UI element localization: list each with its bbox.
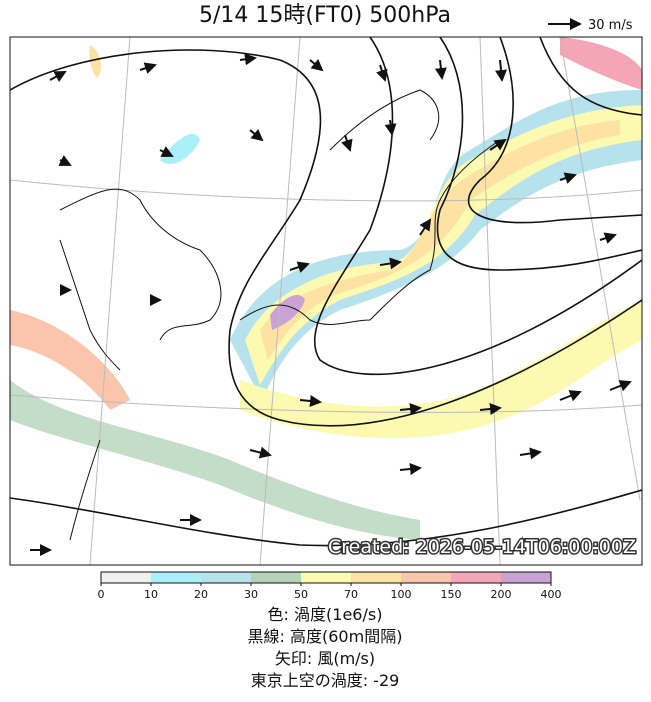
note: 矢印: 風(m/s) [275,649,375,668]
map-frame [9,36,643,566]
colorbar-tick-label: 150 [441,588,462,601]
colorbar: 0 10 20 30 50 70 100 150 200 400 [98,571,562,601]
colorbar-frame [100,571,552,584]
ref-arrow-label: 30 m/s [588,18,633,33]
colorbar-tick-label: 10 [144,588,158,601]
colorbar-tick-label: 200 [491,588,512,601]
note: 黒線: 高度(60m間隔) [248,627,403,646]
colorbar-tick-label: 50 [294,588,308,601]
colorbar-segment [501,572,551,583]
colorbar-tick-label: 70 [344,588,358,601]
note: 東京上空の渦度: -29 [251,671,400,690]
colorbar-segment [301,572,351,583]
colorbar-segment [101,572,151,583]
colorbar-tick-label: 30 [244,588,258,601]
colorbar-tick-label: 20 [194,588,208,601]
colorbar-tick-label: 400 [541,588,562,601]
created-stamp: Created: 2026-05-14T06:00:00Z [328,536,636,558]
title: 5/14 15時(FT0) 500hPa [199,3,451,28]
colorbar-segment [351,572,401,583]
colorbar-segment [251,572,301,583]
colorbar-tick-label: 100 [391,588,412,601]
colorbar-segment [201,572,251,583]
colorbar-segment [451,572,501,583]
colorbar-tick-label: 0 [98,588,105,601]
notes: 色: 渦度(1e6/s) 黒線: 高度(60m間隔) 矢印: 風(m/s) 東京上空の… [248,605,403,690]
map: Created: 2026-05-14T06:00:00Z [10,37,642,565]
note: 色: 渦度(1e6/s) [268,605,383,624]
colorbar-segment [401,572,451,583]
colorbar-segment [151,572,201,583]
